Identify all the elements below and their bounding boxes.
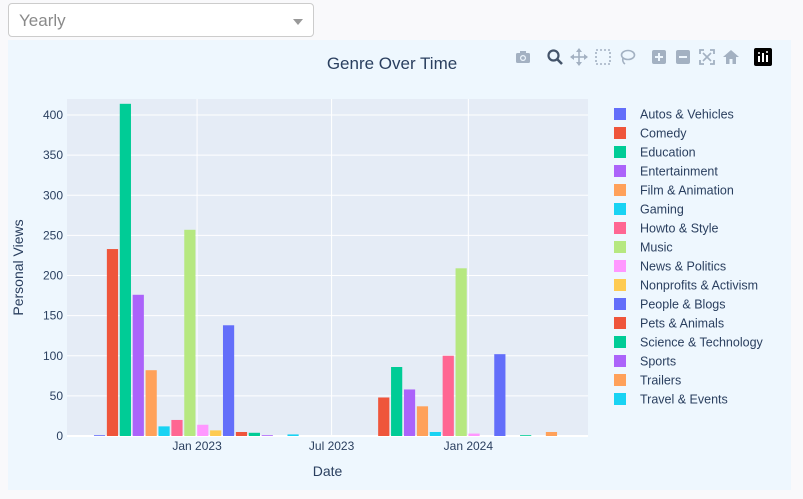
legend-label: Trailers <box>640 374 681 388</box>
legend-label: Sports <box>640 355 676 369</box>
bar <box>391 367 403 436</box>
bar <box>171 419 183 436</box>
legend-swatch <box>614 393 626 405</box>
zoom-in-icon[interactable] <box>650 48 668 66</box>
y-tick-label: 50 <box>50 389 64 403</box>
plotly-logo-icon[interactable] <box>754 48 772 66</box>
legend-swatch <box>614 374 626 386</box>
bar <box>494 354 506 436</box>
camera-icon[interactable] <box>514 48 532 66</box>
bar <box>119 103 131 436</box>
legend-label: Comedy <box>640 127 687 141</box>
bar <box>261 435 273 436</box>
bar <box>145 370 157 436</box>
bar <box>222 325 235 436</box>
legend-label: Music <box>640 241 673 255</box>
legend-swatch <box>614 298 626 310</box>
bar <box>184 229 196 436</box>
legend-label: Travel & Events <box>640 393 728 407</box>
bar <box>416 406 429 436</box>
zoom-out-icon[interactable] <box>674 48 692 66</box>
bar <box>93 435 106 436</box>
box-select-icon[interactable] <box>594 48 612 66</box>
bar <box>235 431 248 436</box>
pan-icon[interactable] <box>570 48 588 66</box>
legend-swatch <box>614 108 626 120</box>
dropdown-selected-value: Yearly <box>19 11 66 30</box>
bar <box>132 294 144 436</box>
bar <box>455 268 467 436</box>
legend-label: Film & Animation <box>640 184 734 198</box>
bar <box>197 424 209 436</box>
legend-label: Pets & Animals <box>640 317 724 331</box>
lasso-select-icon[interactable] <box>618 48 636 66</box>
legend-label: News & Politics <box>640 260 726 274</box>
legend-label: Science & Technology <box>640 336 764 350</box>
bar <box>545 431 558 436</box>
bar <box>520 435 532 436</box>
y-tick-label: 300 <box>43 188 63 202</box>
bar <box>378 397 390 436</box>
legend-label: People & Blogs <box>640 298 725 312</box>
y-tick-label: 250 <box>43 228 63 242</box>
x-tick-label: Jul 2023 <box>309 439 355 453</box>
legend-swatch <box>614 317 626 329</box>
legend-swatch <box>614 222 626 234</box>
legend-swatch <box>614 355 626 367</box>
legend-label: Education <box>640 146 696 160</box>
y-tick-label: 400 <box>43 108 63 122</box>
legend-swatch <box>614 184 626 196</box>
legend-label: Entertainment <box>640 165 718 179</box>
bar <box>403 389 416 436</box>
reset-axes-icon[interactable] <box>722 48 740 66</box>
autoscale-icon[interactable] <box>698 48 716 66</box>
legend-swatch <box>614 279 626 291</box>
legend-swatch <box>614 336 626 348</box>
x-tick-label: Jan 2024 <box>444 439 494 453</box>
bar <box>442 355 454 436</box>
bar <box>158 426 170 436</box>
legend-label: Gaming <box>640 203 684 217</box>
legend-swatch <box>614 146 626 158</box>
y-tick-label: 100 <box>43 349 63 363</box>
chart-title: Genre Over Time <box>327 54 457 73</box>
bar <box>287 434 299 436</box>
y-tick-label: 200 <box>43 269 63 283</box>
legend-swatch <box>614 260 626 272</box>
y-tick-label: 150 <box>43 309 63 323</box>
chevron-down-icon[interactable] <box>293 19 303 25</box>
plot-area <box>67 99 588 436</box>
legend-label: Howto & Style <box>640 222 719 236</box>
bar <box>106 249 119 436</box>
legend-label: Nonprofits & Activism <box>640 279 758 293</box>
bar <box>429 431 441 436</box>
zoom-icon[interactable] <box>546 48 564 66</box>
legend-swatch <box>614 127 626 139</box>
legend-swatch <box>614 203 626 215</box>
x-tick-label: Jan 2023 <box>172 439 222 453</box>
bar <box>248 432 260 436</box>
bar <box>468 433 480 436</box>
y-tick-label: 0 <box>56 429 63 443</box>
frequency-dropdown[interactable]: Yearly <box>8 3 314 37</box>
bar <box>210 430 222 436</box>
legend-label: Autos & Vehicles <box>640 108 734 122</box>
y-tick-label: 350 <box>43 148 63 162</box>
legend-swatch <box>614 241 626 253</box>
legend-swatch <box>614 165 626 177</box>
x-axis-title: Date <box>313 463 343 479</box>
y-axis-title: Personal Views <box>10 219 26 315</box>
